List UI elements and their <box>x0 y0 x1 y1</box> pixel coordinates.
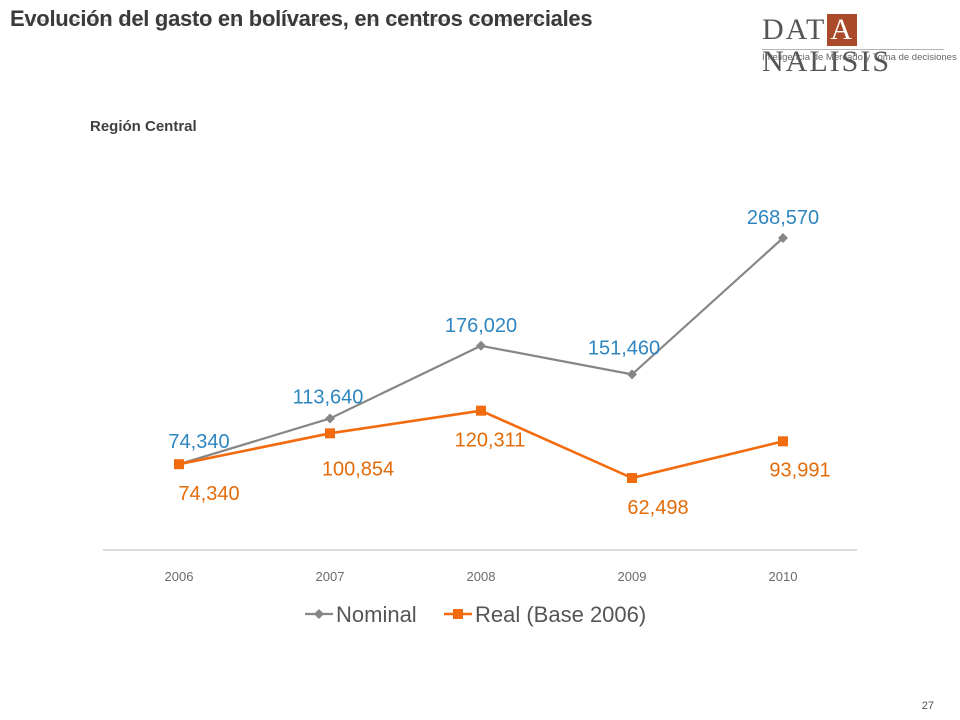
data-point-nominal <box>778 233 788 243</box>
data-point-nominal <box>325 413 335 424</box>
data-label-real: 62,498 <box>627 497 688 519</box>
data-label-real: 100,854 <box>322 458 394 480</box>
logo-suffix: NALISIS <box>762 45 892 78</box>
x-tick-label: 2009 <box>618 569 647 584</box>
data-label-real: 93,991 <box>769 459 830 481</box>
data-label-real: 74,340 <box>178 483 239 505</box>
logo-tagline: Inteligencia de Mercado y Toma de decisi… <box>762 52 957 63</box>
datanalisis-logo: DAT ANALISIS Inteligencia de Mercado y To… <box>762 14 957 78</box>
x-tick-label: 2007 <box>316 569 345 584</box>
data-label-nominal: 151,460 <box>588 337 660 359</box>
data-point-real <box>325 428 335 439</box>
x-tick-label: 2006 <box>165 569 194 584</box>
data-point-real <box>778 436 788 447</box>
legend-marker-nominal <box>314 609 324 619</box>
x-tick-label: 2008 <box>467 569 496 584</box>
legend-label-nominal: Nominal <box>336 602 417 627</box>
data-point-nominal <box>627 369 637 380</box>
data-label-real: 120,311 <box>455 430 526 452</box>
page-number: 27 <box>921 700 934 712</box>
data-point-real <box>174 459 184 470</box>
logo-divider <box>762 49 944 50</box>
legend-label-real: Real (Base 2006) <box>475 602 646 627</box>
legend-marker-real <box>453 609 463 619</box>
chart-subtitle: Región Central <box>90 118 197 135</box>
data-label-nominal: 74,340 <box>168 431 229 453</box>
data-point-real <box>627 473 637 483</box>
page-title: Evolución del gasto en bolívares, en cen… <box>10 6 593 31</box>
logo-prefix: DAT <box>762 13 827 46</box>
data-point-real <box>476 405 486 416</box>
data-label-nominal: 176,020 <box>445 315 517 337</box>
data-label-nominal: 268,570 <box>747 207 819 229</box>
data-label-nominal: 113,640 <box>293 386 364 408</box>
logo-wordmark: DAT ANALISIS <box>762 14 944 78</box>
logo-highlight: A <box>827 14 858 46</box>
x-tick-label: 2010 <box>769 569 798 584</box>
data-point-nominal <box>476 340 486 351</box>
